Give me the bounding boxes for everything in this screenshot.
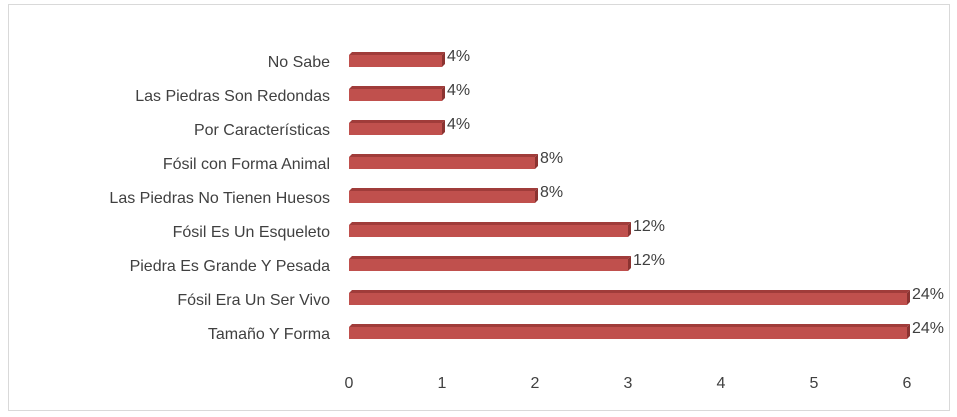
bar-top [349,86,445,89]
bar-side [907,290,910,305]
x-tick-label: 0 [345,375,354,392]
bar-side [442,52,445,67]
bar-top [349,52,445,55]
value-label: 12% [633,252,665,269]
bar [349,259,628,271]
bar-side [442,86,445,101]
x-tick-label: 2 [531,375,540,392]
x-tick-label: 6 [903,375,912,392]
bar-top [349,256,631,259]
value-label: 4% [447,82,470,99]
bar-side [628,256,631,271]
y-tick-label: Las Piedras Son Redondas [135,88,330,105]
y-tick-label: Fósil Es Un Esqueleto [173,224,331,241]
bar-side [907,324,910,339]
bar-side [628,222,631,237]
value-label: 4% [447,116,470,133]
x-tick-label: 3 [624,375,633,392]
bar [349,327,907,339]
value-label: 8% [540,150,563,167]
y-tick-label: Piedra Es Grande Y Pesada [130,258,331,275]
value-label: 24% [912,286,944,303]
bar-side [535,188,538,203]
bar [349,191,535,203]
bar [349,89,442,101]
bar-top [349,154,538,157]
bar [349,225,628,237]
x-tick-label: 1 [438,375,447,392]
bar-side [442,120,445,135]
chart-border [8,4,950,411]
y-tick-label: Fósil Era Un Ser Vivo [177,292,330,309]
x-tick-label: 4 [717,375,726,392]
bar-top [349,324,910,327]
x-tick-label: 5 [810,375,819,392]
value-label: 12% [633,218,665,235]
bar-top [349,290,910,293]
bar [349,55,442,67]
y-tick-label: Las Piedras No Tienen Huesos [109,190,330,207]
bar [349,157,535,169]
y-tick-label: No Sabe [268,54,330,71]
bar-top [349,120,445,123]
y-tick-label: Por Características [194,122,330,139]
bar-top [349,222,631,225]
bar [349,293,907,305]
bar [349,123,442,135]
bar-side [535,154,538,169]
value-label: 8% [540,184,563,201]
y-tick-label: Tamaño Y Forma [208,326,330,343]
value-label: 4% [447,48,470,65]
y-tick-label: Fósil con Forma Animal [163,156,330,173]
bar-top [349,188,538,191]
value-label: 24% [912,320,944,337]
